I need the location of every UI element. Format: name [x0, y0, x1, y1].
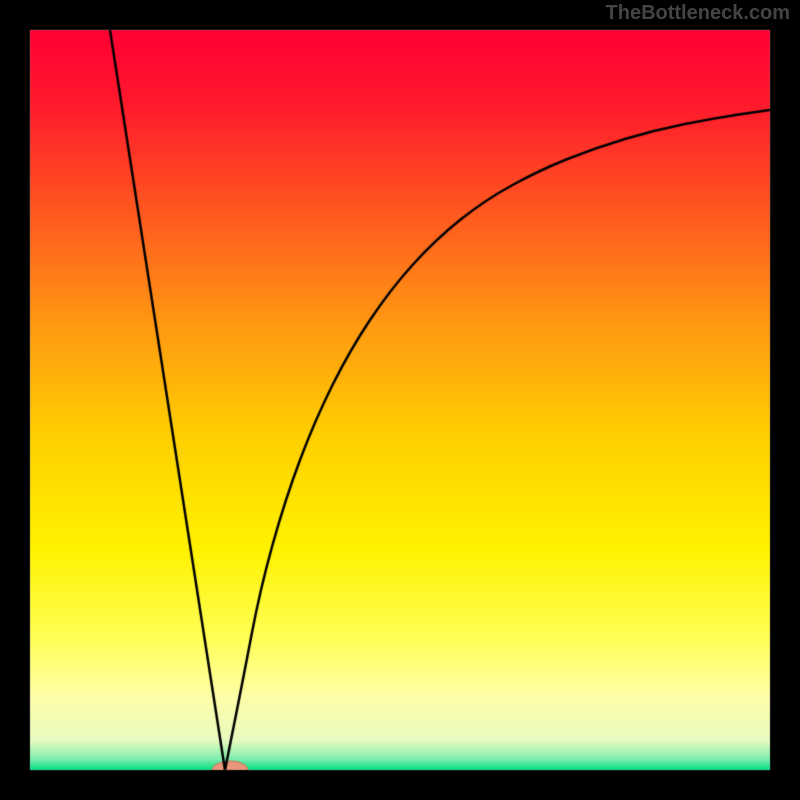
chart-container: TheBottleneck.com — [0, 0, 800, 800]
border-overlay — [0, 0, 800, 800]
watermark-text: TheBottleneck.com — [606, 2, 790, 25]
